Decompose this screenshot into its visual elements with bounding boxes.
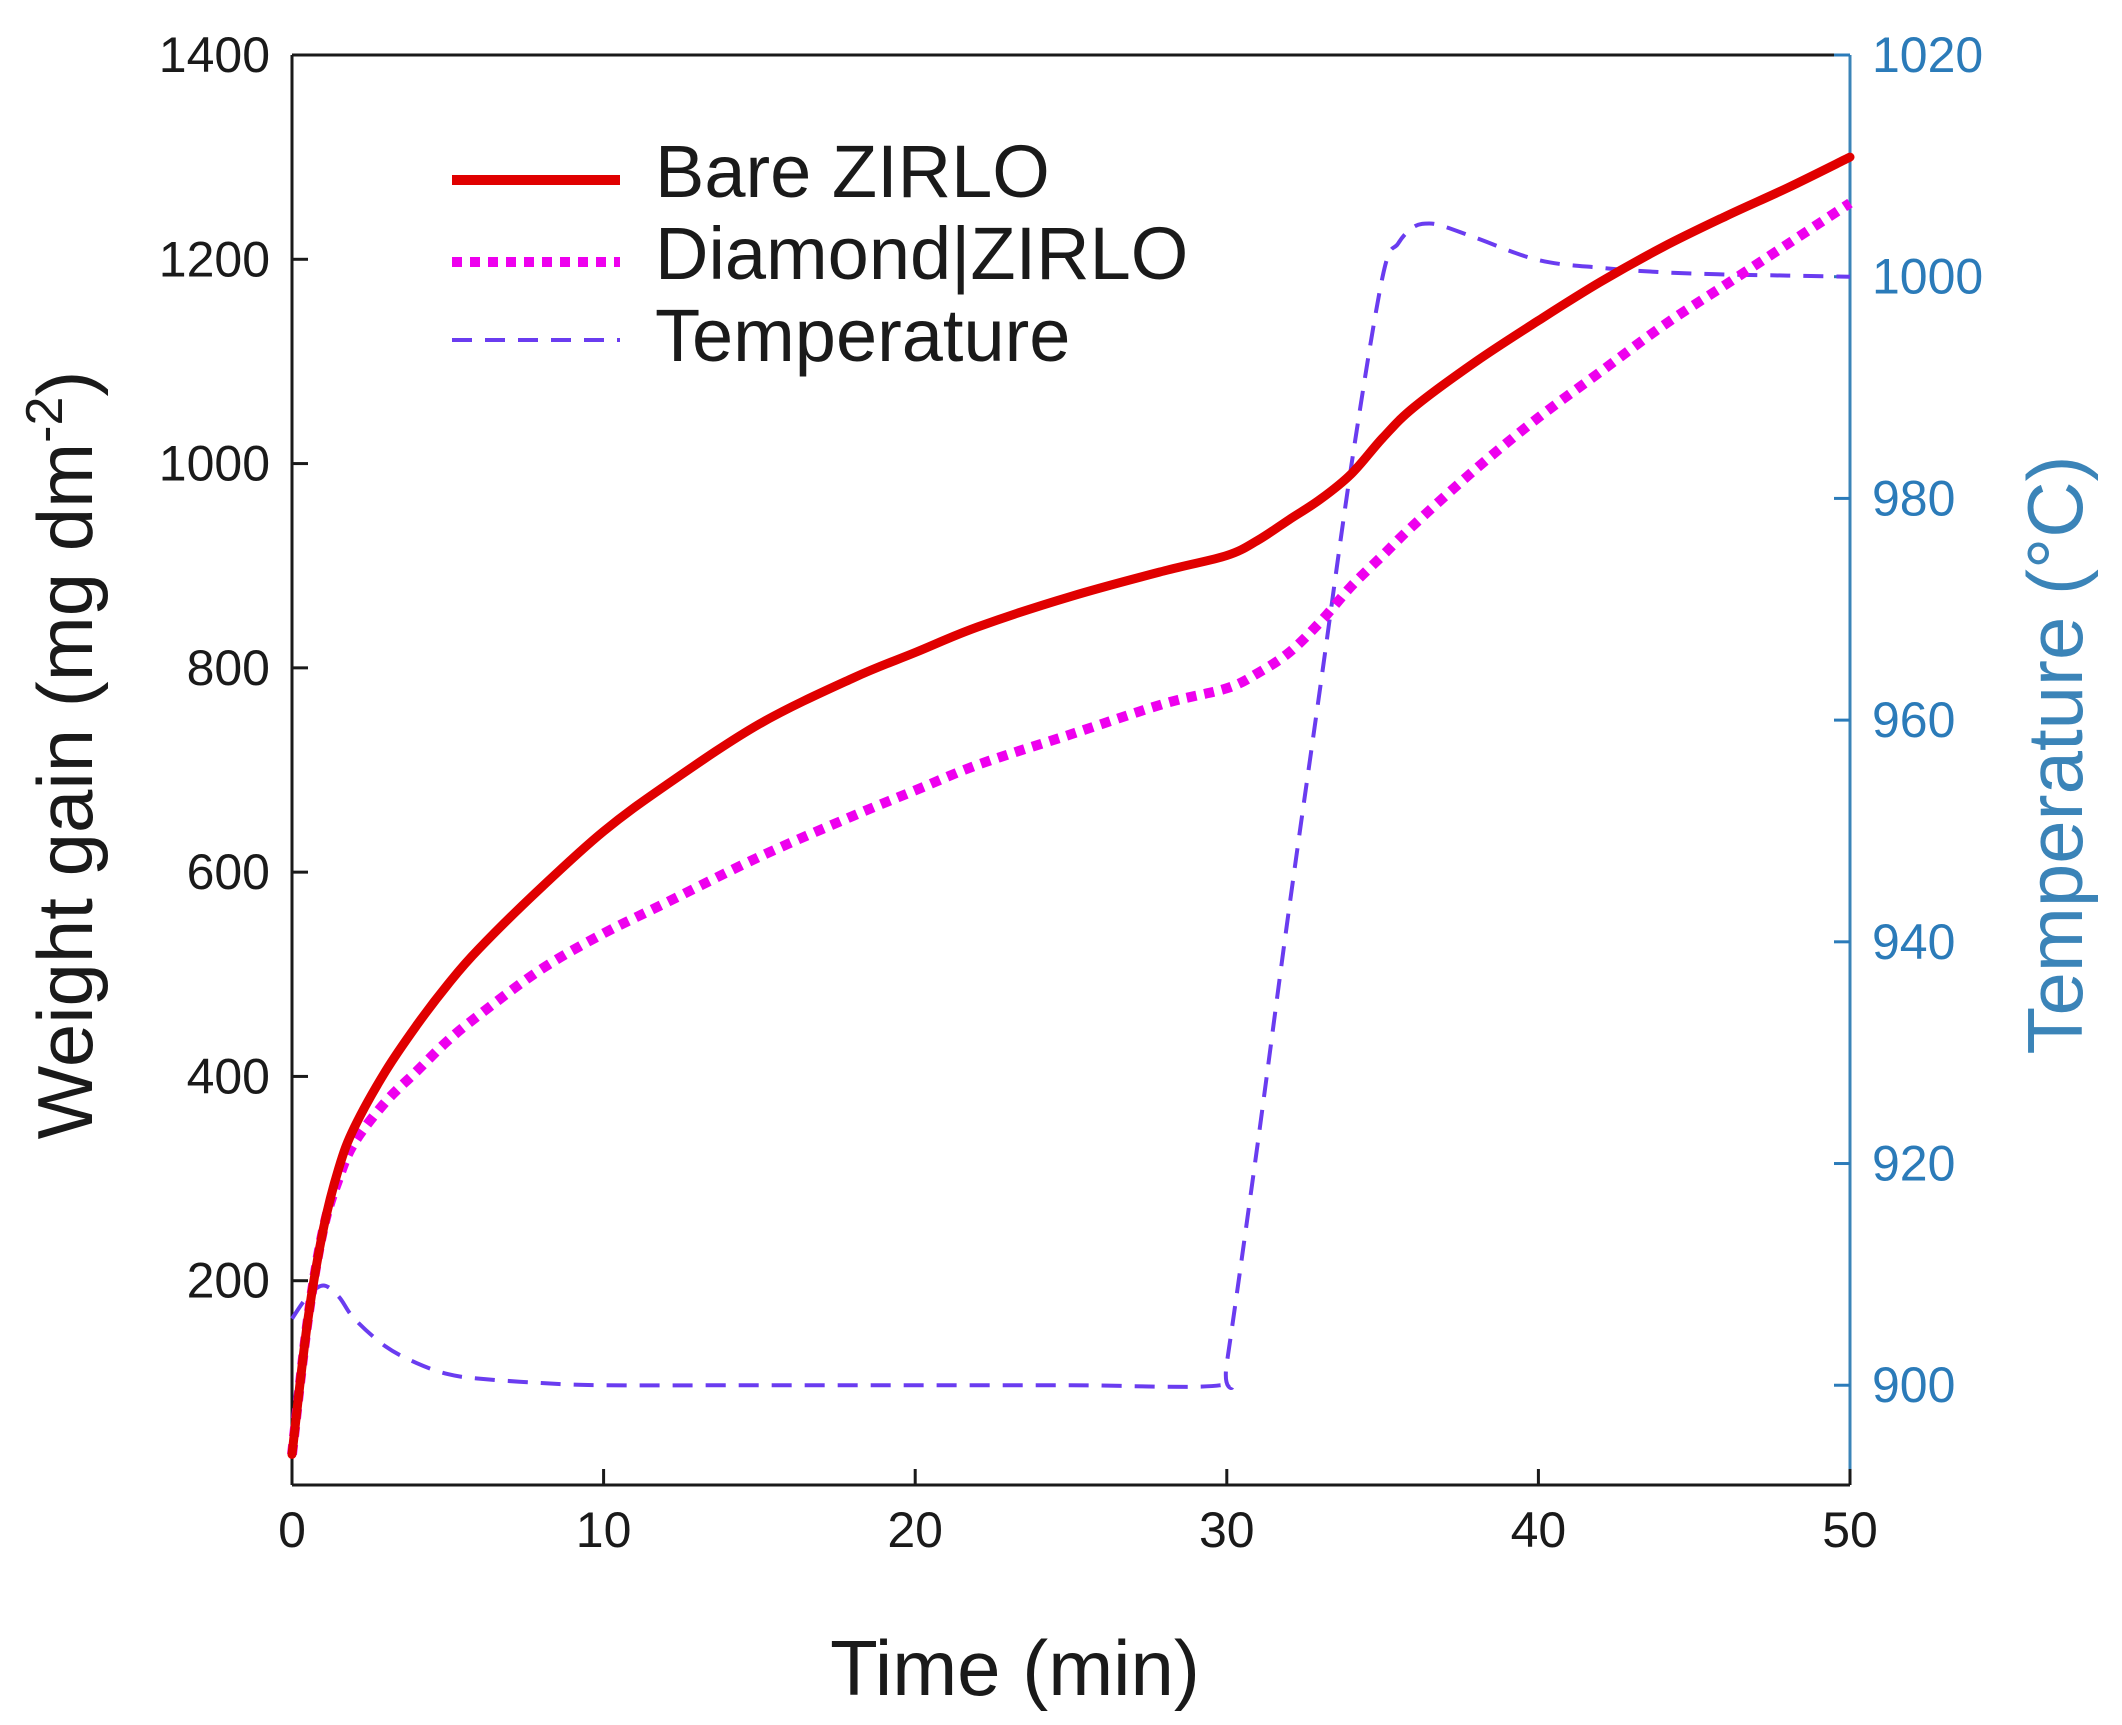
y-tick-label: 1400 [159, 27, 270, 83]
x-tick-label: 10 [576, 1502, 632, 1558]
y2-tick-label: 980 [1872, 470, 1955, 526]
x-tick-label: 30 [1199, 1502, 1255, 1558]
y-tick-label: 200 [187, 1253, 270, 1309]
x-tick-label: 20 [887, 1502, 943, 1558]
y-axis-label: Weight gain (mg dm-2) [16, 371, 109, 1140]
y2-tick-label: 940 [1872, 914, 1955, 970]
x-tick-label: 40 [1511, 1502, 1567, 1558]
y-tick-label: 1000 [159, 436, 270, 492]
y2-tick-label: 960 [1872, 692, 1955, 748]
series-line-temperature [290, 221, 1851, 1390]
x-tick-label: 0 [278, 1502, 306, 1558]
series-line-bare-zirlo [287, 152, 1855, 1459]
y2-tick-label: 1000 [1872, 249, 1983, 305]
y-tick-label: 400 [187, 1048, 270, 1104]
legend-label-diamond-zirlo: Diamond|ZIRLO [655, 212, 1188, 295]
y2-tick-label: 1020 [1872, 27, 1983, 83]
y2-axis-label: Temperature (°C) [2011, 455, 2099, 1054]
x-axis-label: Time (min) [830, 1624, 1200, 1712]
legend-label-temperature: Temperature [655, 294, 1070, 377]
y-tick-label: 600 [187, 844, 270, 900]
y2-tick-label: 900 [1872, 1357, 1955, 1413]
y-tick-label: 800 [187, 640, 270, 696]
series-line-diamond-zirlo [287, 198, 1853, 1455]
legend: Bare ZIRLO Diamond|ZIRLO Temperature [452, 130, 1188, 377]
x-tick-label: 50 [1822, 1502, 1878, 1558]
y2-tick-label: 920 [1872, 1136, 1955, 1192]
legend-label-bare-zirlo: Bare ZIRLO [655, 130, 1050, 213]
y-tick-label: 1200 [159, 231, 270, 287]
